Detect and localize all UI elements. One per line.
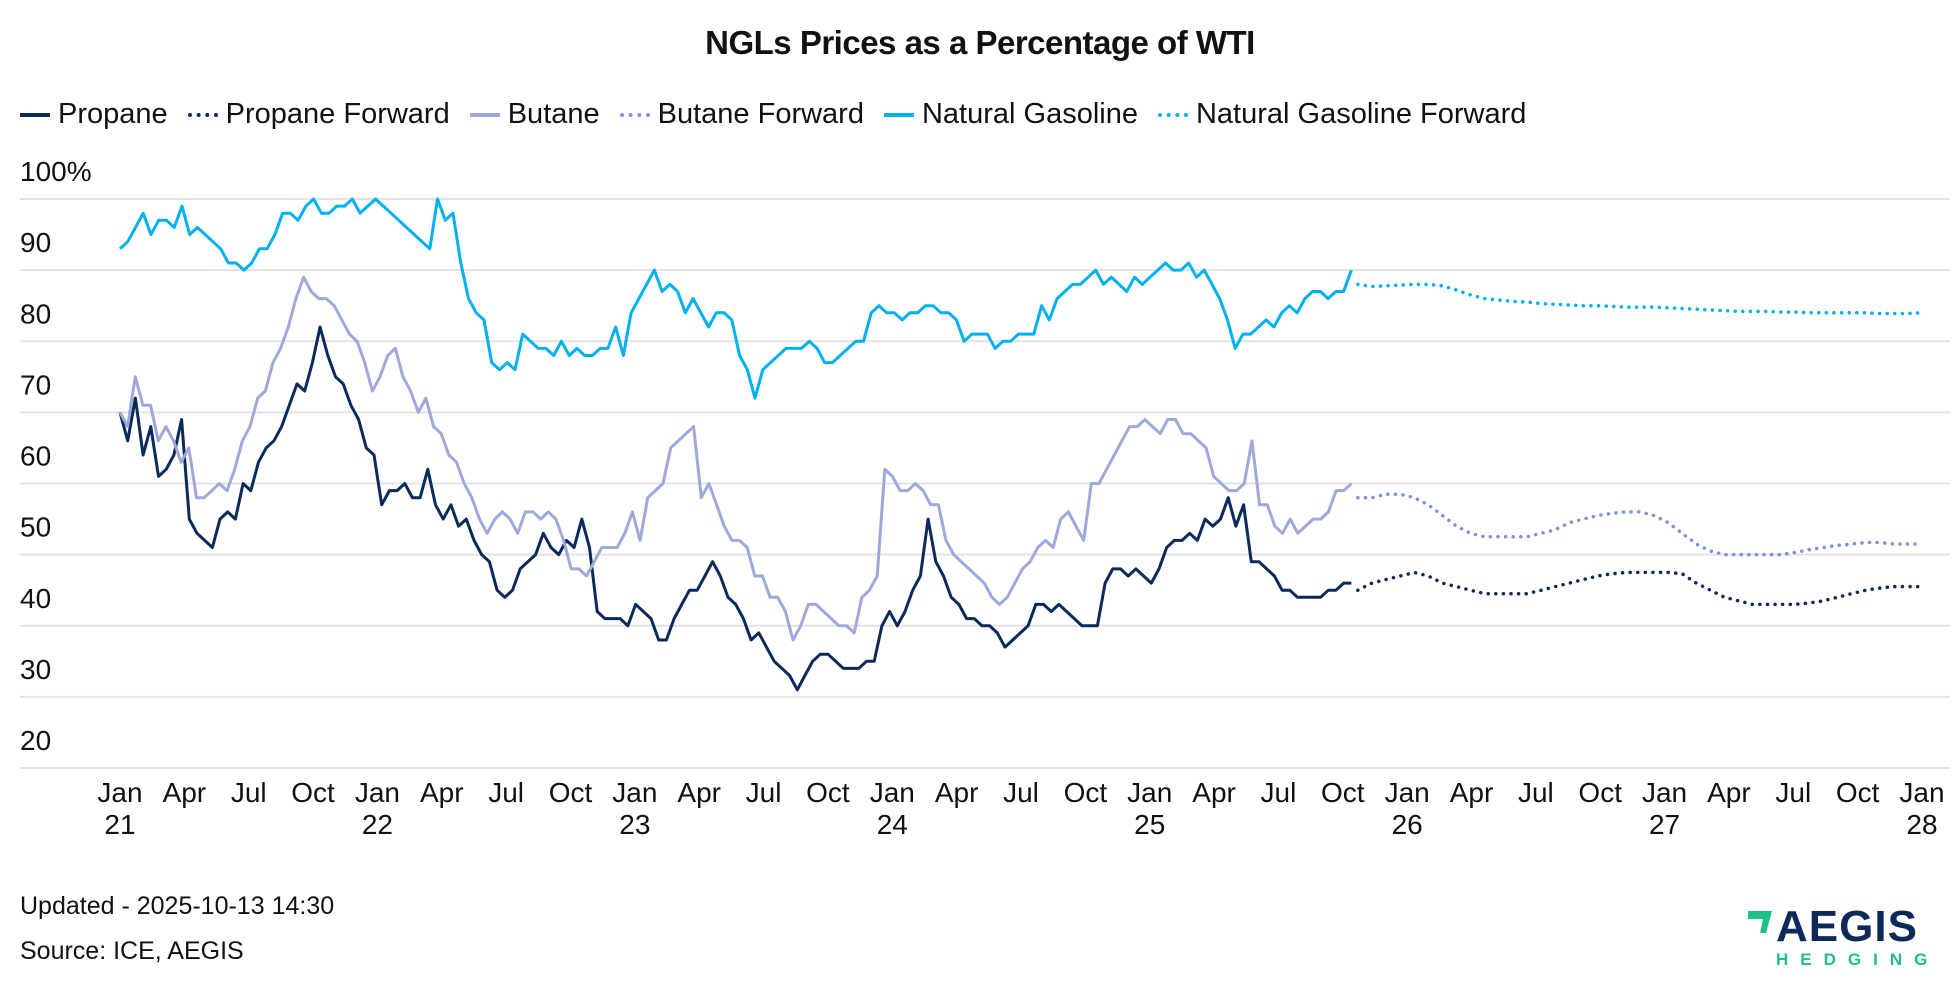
y-tick-label: 90	[20, 227, 51, 258]
legend-label-propane-forward: Propane Forward	[225, 98, 450, 130]
legend-item-propane[interactable]: Propane	[20, 98, 168, 131]
x-tick-label: Oct	[1064, 777, 1108, 808]
x-tick-year-label: 27	[1649, 809, 1680, 840]
x-tick-label: Oct	[1578, 777, 1622, 808]
x-tick-label: Apr	[1450, 777, 1494, 808]
legend-label-natural-gasoline: Natural Gasoline	[921, 98, 1138, 130]
x-tick-label: Jan	[355, 777, 400, 808]
x-tick-label: Oct	[1321, 777, 1365, 808]
legend-label-butane-forward: Butane Forward	[657, 98, 864, 130]
x-tick-label: Jul	[746, 777, 782, 808]
x-tick-year-label: 24	[877, 809, 908, 840]
legend-swatch-propane	[20, 112, 50, 117]
x-tick-label: Jan	[97, 777, 142, 808]
legend-item-natural-gasoline-forward[interactable]: Natural Gasoline Forward	[1157, 98, 1527, 131]
x-tick-label: Apr	[1192, 777, 1236, 808]
y-tick-label: 50	[20, 512, 51, 543]
x-tick-label: Jan	[870, 777, 915, 808]
series-line-butane-forward	[1356, 492, 1924, 557]
x-tick-label: Jan	[1385, 777, 1430, 808]
x-tick-label: Apr	[163, 777, 207, 808]
logo-text: AEGIS	[1776, 902, 1918, 951]
y-tick-label: 20	[20, 725, 51, 756]
x-tick-label: Jan	[612, 777, 657, 808]
x-tick-label: Oct	[549, 777, 593, 808]
chart-title: NGLs Prices as a Percentage of WTI	[705, 24, 1255, 61]
legend-item-butane-forward[interactable]: Butane Forward	[619, 98, 864, 131]
logo-mark-icon	[1748, 911, 1772, 933]
source-note: Source: ICE, AEGIS	[20, 937, 244, 965]
x-tick-label: Jan	[1127, 777, 1172, 808]
updated-timestamp: Updated - 2025-10-13 14:30	[20, 892, 335, 920]
x-tick-label: Jul	[1003, 777, 1039, 808]
x-tick-label: Apr	[677, 777, 721, 808]
x-tick-year-label: 26	[1392, 809, 1423, 840]
x-tick-year-label: 25	[1134, 809, 1165, 840]
x-tick-label: Jul	[1518, 777, 1554, 808]
x-tick-year-label: 21	[104, 809, 135, 840]
legend-label-natural-gasoline-forward: Natural Gasoline Forward	[1195, 98, 1527, 130]
x-tick-year-label: 22	[362, 809, 393, 840]
legend-item-natural-gasoline[interactable]: Natural Gasoline	[883, 98, 1138, 131]
x-tick-label: Jan	[1642, 777, 1687, 808]
aegis-logo: AEGIS HEDGING	[1748, 902, 1948, 974]
x-tick-label: Jul	[1775, 777, 1811, 808]
legend-swatch-propane-forward	[187, 112, 218, 117]
legend-label-propane: Propane	[58, 98, 168, 130]
y-tick-label: 60	[20, 441, 51, 472]
series-lines	[118, 197, 1924, 692]
x-tick-label: Jul	[488, 777, 524, 808]
x-tick-label: Apr	[1707, 777, 1751, 808]
series-line-propane-forward	[1356, 570, 1924, 607]
series-line-butane	[118, 275, 1353, 642]
x-tick-label: Apr	[935, 777, 979, 808]
y-axis-tick-labels: 100% 90 80 70 60 50 40 30 20	[20, 156, 92, 756]
legend-swatch-butane	[469, 112, 500, 117]
legend-item-propane-forward[interactable]: Propane Forward	[187, 98, 450, 131]
legend-swatch-natural-gasoline	[883, 112, 914, 117]
x-tick-year-label: 28	[1906, 809, 1937, 840]
x-tick-label: Oct	[291, 777, 335, 808]
legend-swatch-natural-gasoline-forward	[1157, 112, 1188, 117]
x-tick-label: Oct	[1836, 777, 1880, 808]
legend-label-butane: Butane	[507, 98, 600, 130]
y-tick-label: 100%	[20, 156, 92, 187]
x-tick-label: Jul	[1261, 777, 1297, 808]
x-tick-label: Oct	[806, 777, 850, 808]
logo-subtitle: HEDGING	[1776, 950, 1940, 969]
chart-legend: Propane Propane Forward Butane Butane Fo…	[20, 98, 1546, 131]
legend-swatch-butane-forward	[619, 112, 650, 117]
y-tick-label: 40	[20, 583, 51, 614]
y-tick-label: 70	[20, 369, 51, 400]
series-line-natural-gasoline	[118, 197, 1353, 400]
gridlines	[20, 198, 1950, 769]
x-tick-label: Jan	[1899, 777, 1944, 808]
y-tick-label: 80	[20, 298, 51, 329]
x-tick-label: Apr	[420, 777, 464, 808]
x-tick-label: Jul	[231, 777, 267, 808]
legend-item-butane[interactable]: Butane	[469, 98, 600, 131]
y-tick-label: 30	[20, 654, 51, 685]
series-line-propane	[118, 325, 1352, 692]
x-tick-year-label: 23	[619, 809, 650, 840]
series-line-natural-gasoline-forward	[1356, 282, 1924, 316]
